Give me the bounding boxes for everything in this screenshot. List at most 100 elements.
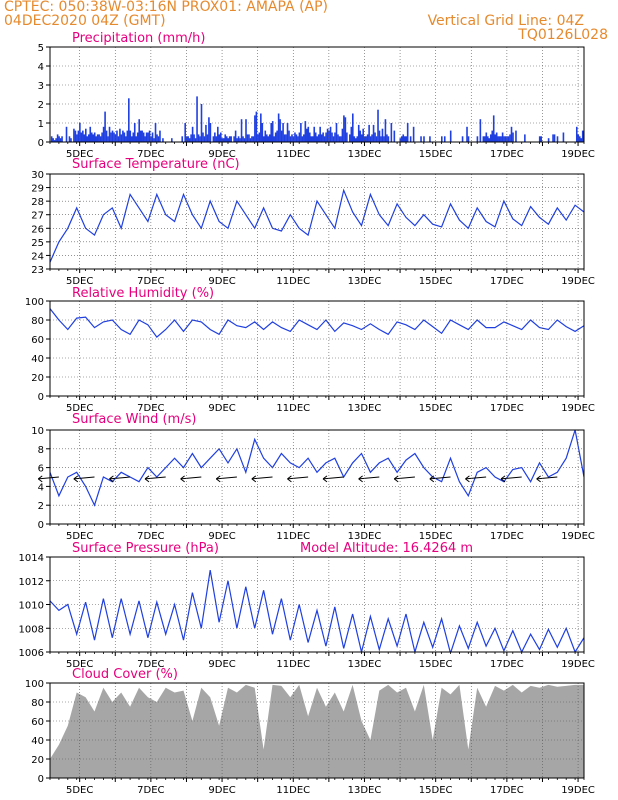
precip-bar — [429, 136, 431, 142]
precip-bar — [294, 132, 296, 142]
precip-bar — [181, 136, 184, 142]
wind-vector-head — [180, 475, 185, 483]
wind-xtick-label: 15DEC — [419, 531, 453, 542]
precip-bar — [580, 138, 583, 142]
pressure-ytick-label: 1014 — [19, 553, 44, 564]
precip-bar — [476, 136, 479, 142]
precip-bar — [61, 136, 63, 142]
precip-bar — [119, 128, 121, 142]
rh-ytick-label: 60 — [31, 335, 44, 346]
rh-ytick-label: 0 — [38, 392, 44, 403]
precip-bar — [261, 123, 264, 142]
precip-bar — [154, 123, 157, 142]
precip-bar — [501, 132, 504, 142]
precip-bar — [340, 136, 342, 142]
temp-ytick-label: 26 — [31, 224, 44, 235]
precip-bar — [412, 126, 415, 142]
precip-bar — [359, 130, 362, 142]
cloud-ytick-label: 20 — [31, 755, 44, 766]
precip-bar — [242, 136, 244, 142]
wind-vector — [73, 476, 95, 480]
temp-xtick-label: 7DEC — [137, 276, 164, 287]
precip-bar — [575, 126, 578, 142]
precip-bar — [341, 128, 344, 142]
precip-bar — [488, 138, 491, 142]
precip-bar — [122, 130, 124, 142]
precip-bar — [304, 121, 307, 142]
wind-vector-head — [37, 475, 43, 483]
precip-bar — [249, 138, 252, 142]
precip-bar — [577, 134, 580, 142]
precip-bar — [206, 134, 209, 142]
temp-xtick-label: 13DEC — [348, 276, 382, 287]
precip-bar — [58, 136, 60, 142]
cloud-xtick-label: 9DEC — [208, 785, 235, 796]
precip-bar — [489, 134, 492, 142]
precip-bar — [139, 130, 142, 142]
precip-bar — [494, 134, 496, 142]
precip-bar — [236, 138, 238, 142]
temp-xtick-label: 11DEC — [276, 276, 310, 287]
precip-bar — [512, 132, 514, 142]
rh-xtick-label: 19DEC — [561, 403, 595, 414]
temp-xtick-label: 17DEC — [490, 276, 524, 287]
precip-bar — [98, 134, 100, 142]
precip-bar — [214, 132, 216, 142]
rh-xtick-label: 7DEC — [137, 403, 164, 414]
precip-bar — [300, 123, 302, 142]
precip-bar — [356, 136, 359, 142]
precip-bar — [258, 132, 261, 142]
pressure-xtick-label: 15DEC — [419, 659, 453, 670]
pressure-xtick-label: 5DEC — [66, 659, 93, 670]
precip-bar — [153, 138, 155, 142]
precip-bar — [144, 136, 146, 142]
precip-bar — [274, 132, 277, 142]
precip-bar — [83, 134, 86, 142]
precip-bar — [260, 113, 262, 142]
precip-bar — [384, 119, 387, 142]
precip-bar — [461, 136, 464, 142]
pressure-ytick-label: 1012 — [19, 577, 44, 588]
cloud-title: Cloud Cover (%) — [72, 667, 178, 682]
precip-bar — [581, 130, 584, 142]
precip-bar — [371, 134, 373, 142]
wind-vector-head — [465, 475, 470, 483]
precip-bar — [240, 119, 243, 142]
cloud-xtick-label: 15DEC — [419, 785, 453, 796]
precip-bar — [515, 130, 517, 142]
pressure-line — [50, 569, 584, 652]
precip-bar — [129, 130, 132, 142]
precip-ytick-label: 4 — [38, 62, 44, 73]
wind-xtick-label: 17DEC — [490, 531, 524, 542]
precip-bar — [317, 134, 320, 142]
wind-vector-head — [358, 475, 363, 483]
rh-xtick-label: 5DEC — [66, 403, 93, 414]
precip-bar — [254, 115, 256, 142]
precip-bar — [337, 134, 339, 142]
precip-bar — [562, 132, 565, 142]
precip-bar — [507, 136, 510, 142]
precip-bar — [105, 130, 108, 142]
precip-bar — [162, 138, 164, 142]
precip-bar — [310, 136, 313, 142]
precip-bar — [225, 136, 228, 142]
precip-bar — [108, 126, 111, 142]
precip-bar — [255, 111, 258, 142]
precip-bar — [263, 136, 265, 142]
precip-bar — [540, 136, 542, 142]
precip-bar — [104, 111, 106, 142]
precip-bar — [484, 136, 486, 142]
wind-vector — [38, 476, 59, 480]
precip-bar — [95, 136, 97, 142]
wind-vector — [465, 476, 487, 480]
precip-bar — [243, 138, 246, 142]
precip-bar — [248, 134, 250, 142]
rh-title: Relative Humidity (%) — [72, 286, 214, 301]
precip-bar — [325, 132, 327, 142]
precip-xtick-label: 17DEC — [490, 149, 524, 160]
precip-bar — [203, 136, 206, 142]
precip-bar — [393, 130, 396, 142]
precip-bar — [369, 136, 372, 142]
precip-bar — [334, 132, 336, 142]
